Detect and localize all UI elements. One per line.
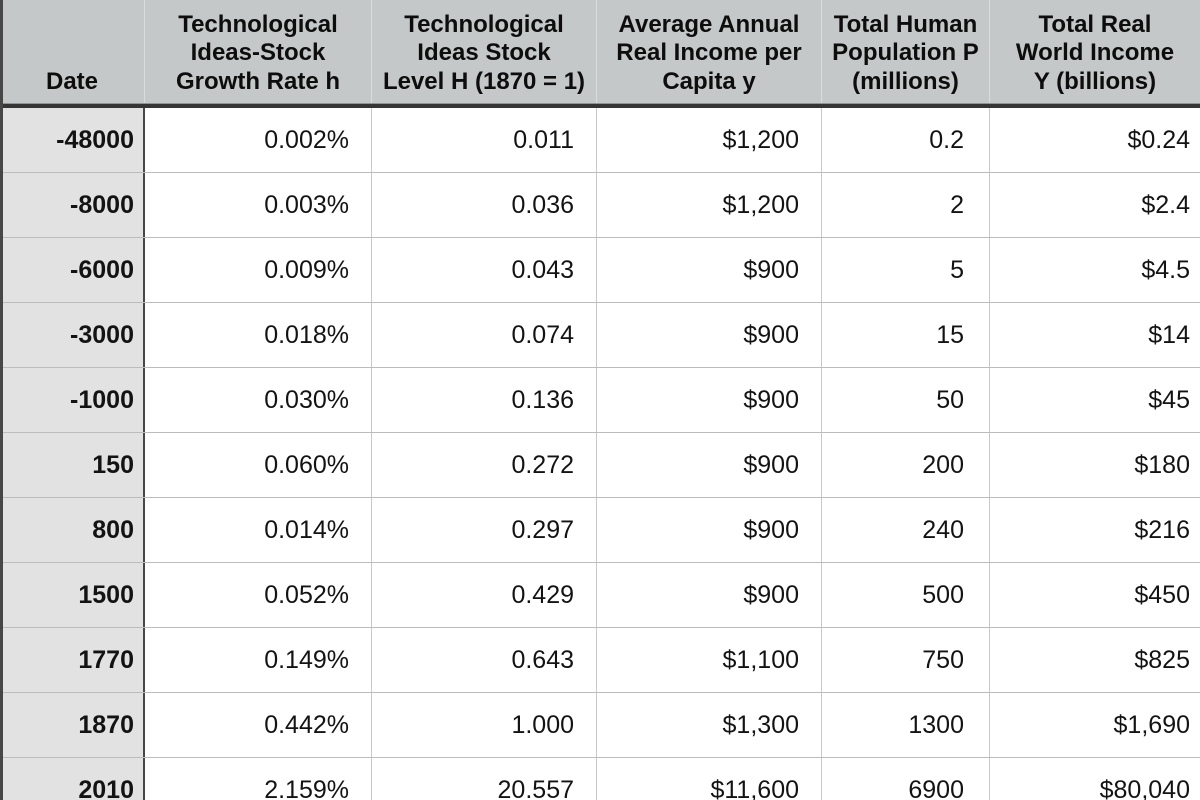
table-row: -1000 0.030% 0.136 $900 50 $45 xyxy=(0,368,1200,433)
cell-population: 50 xyxy=(822,368,990,432)
cell-world-income: $80,040 xyxy=(1099,776,1190,800)
cell-growth-rate: 0.018% xyxy=(145,303,372,367)
column-header-label: Technological Ideas Stock Level H (1870 … xyxy=(382,11,586,95)
cell-stock-level: 0.136 xyxy=(372,368,597,432)
cell-date: 150 xyxy=(0,433,145,497)
cell-population: 2 xyxy=(822,173,990,237)
cell-growth-rate: 0.149% xyxy=(145,628,372,692)
cell-income-per-capita: $1,100 xyxy=(597,628,822,692)
column-header-label: Total Real World Income Y (billions) xyxy=(1015,11,1175,95)
cell-growth-rate: 0.030% xyxy=(145,368,372,432)
cell-growth-rate: 2.159% xyxy=(145,758,372,800)
cell-stock-level: 0.074 xyxy=(372,303,597,367)
cell-date: 1770 xyxy=(0,628,145,692)
table-row: 1870 0.442% 1.000 $1,300 1300 $1,690 xyxy=(0,693,1200,758)
column-header-label: Average Annual Real Income per Capita y xyxy=(616,11,802,95)
cell-growth-rate: 0.052% xyxy=(145,563,372,627)
cell-date: -3000 xyxy=(0,303,145,367)
table-header-row: Date Technological Ideas-Stock Growth Ra… xyxy=(0,0,1200,103)
table-row: 2010 2.159% 20.557 $11,600 6900 $80,040 xyxy=(0,758,1200,800)
cell-income-per-capita: $1,300 xyxy=(597,693,822,757)
cell-date: -48000 xyxy=(0,108,145,172)
table-row: -48000 0.002% 0.011 $1,200 0.2 $0.24 xyxy=(0,108,1200,173)
cell-income-per-capita: $1,200 xyxy=(597,173,822,237)
cell-income-per-capita: $900 xyxy=(597,563,822,627)
column-header-income-per-capita: Average Annual Real Income per Capita y xyxy=(597,0,822,103)
table-row: 150 0.060% 0.272 $900 200 $180 xyxy=(0,433,1200,498)
table-row: 800 0.014% 0.297 $900 240 $216 xyxy=(0,498,1200,563)
cell-stock-level: 1.000 xyxy=(372,693,597,757)
column-header-growth-rate: Technological Ideas-Stock Growth Rate h xyxy=(145,0,372,103)
cell-stock-level: 0.036 xyxy=(372,173,597,237)
column-header-label: Technological Ideas-Stock Growth Rate h xyxy=(175,11,340,95)
column-header-stock-level: Technological Ideas Stock Level H (1870 … xyxy=(372,0,597,103)
cell-growth-rate: 0.060% xyxy=(145,433,372,497)
cell-world-income: $1,690 xyxy=(1113,710,1190,739)
cell-population: 1300 xyxy=(822,693,990,757)
header-divider xyxy=(0,103,1200,108)
cell-world-income: $0.24 xyxy=(1127,125,1190,154)
cell-world-income: $45 xyxy=(1148,385,1190,414)
cell-stock-level: 0.272 xyxy=(372,433,597,497)
table-row: -6000 0.009% 0.043 $900 5 $4.5 xyxy=(0,238,1200,303)
cell-income-per-capita: $900 xyxy=(597,368,822,432)
cell-growth-rate: 0.003% xyxy=(145,173,372,237)
cell-world-income: $4.5 xyxy=(1141,255,1190,284)
cell-growth-rate: 0.009% xyxy=(145,238,372,302)
cell-date: -1000 xyxy=(0,368,145,432)
cell-population: 0.2 xyxy=(822,108,990,172)
cell-stock-level: 0.643 xyxy=(372,628,597,692)
table-row: -3000 0.018% 0.074 $900 15 $14 xyxy=(0,303,1200,368)
cell-date: 1500 xyxy=(0,563,145,627)
cell-income-per-capita: $11,600 xyxy=(597,758,822,800)
cell-population: 500 xyxy=(822,563,990,627)
cell-date: -8000 xyxy=(0,173,145,237)
cell-world-income: $2.4 xyxy=(1141,190,1190,219)
cell-stock-level: 0.011 xyxy=(372,108,597,172)
cell-world-income: $14 xyxy=(1148,320,1190,349)
cell-income-per-capita: $900 xyxy=(597,433,822,497)
cell-growth-rate: 0.442% xyxy=(145,693,372,757)
cell-population: 240 xyxy=(822,498,990,562)
table-row: 1770 0.149% 0.643 $1,100 750 $825 xyxy=(0,628,1200,693)
cell-population: 750 xyxy=(822,628,990,692)
cell-stock-level: 0.043 xyxy=(372,238,597,302)
cell-date: 1870 xyxy=(0,693,145,757)
cell-income-per-capita: $900 xyxy=(597,498,822,562)
cell-population: 15 xyxy=(822,303,990,367)
cell-growth-rate: 0.002% xyxy=(145,108,372,172)
column-header-population: Total Human Population P (millions) xyxy=(822,0,990,103)
cell-population: 6900 xyxy=(822,758,990,800)
cell-population: 5 xyxy=(822,238,990,302)
column-header-date: Date xyxy=(0,0,145,103)
cell-world-income: $216 xyxy=(1134,515,1190,544)
cell-growth-rate: 0.014% xyxy=(145,498,372,562)
cell-income-per-capita: $900 xyxy=(597,303,822,367)
cell-date: 2010 xyxy=(0,758,145,800)
cell-population: 200 xyxy=(822,433,990,497)
cell-stock-level: 20.557 xyxy=(372,758,597,800)
cell-date: -6000 xyxy=(0,238,145,302)
cell-world-income: $825 xyxy=(1134,645,1190,674)
cell-income-per-capita: $900 xyxy=(597,238,822,302)
table-row: -8000 0.003% 0.036 $1,200 2 $2.4 xyxy=(0,173,1200,238)
cell-world-income: $180 xyxy=(1134,450,1190,479)
cell-income-per-capita: $1,200 xyxy=(597,108,822,172)
cell-stock-level: 0.297 xyxy=(372,498,597,562)
table-row: 1500 0.052% 0.429 $900 500 $450 xyxy=(0,563,1200,628)
column-header-label: Date xyxy=(45,67,99,95)
column-header-world-income: Total Real World Income Y (billions) xyxy=(990,0,1200,103)
table-left-edge xyxy=(0,0,3,800)
cell-date: 800 xyxy=(0,498,145,562)
cell-stock-level: 0.429 xyxy=(372,563,597,627)
column-header-label: Total Human Population P (millions) xyxy=(832,11,979,95)
cell-world-income: $450 xyxy=(1134,580,1190,609)
